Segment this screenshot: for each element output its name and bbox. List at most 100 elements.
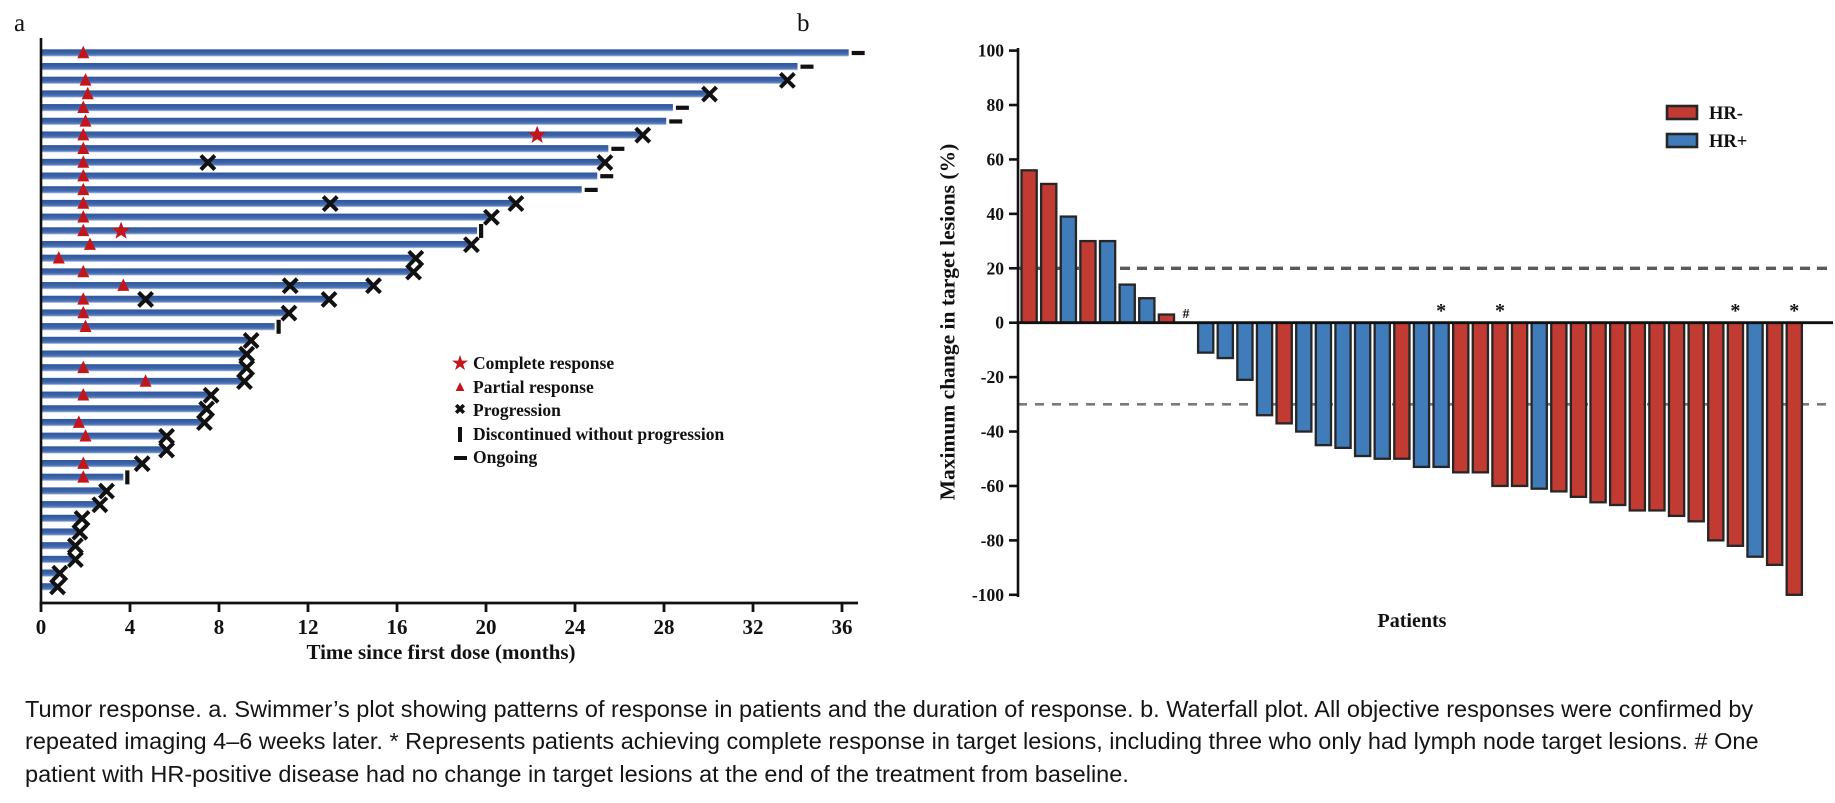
y-tick-label: 0 xyxy=(995,313,1004,333)
progression-x-marker xyxy=(91,496,109,514)
partial-response-triangle-marker xyxy=(77,45,90,59)
waterfall-bar xyxy=(1491,321,1509,488)
x-tick-label: 24 xyxy=(565,615,587,639)
waterfall-bar xyxy=(1353,321,1372,458)
swimmer-bar xyxy=(42,62,798,71)
progression-x-marker xyxy=(66,537,84,555)
progression-x-marker xyxy=(407,249,425,267)
progression-x-marker xyxy=(634,126,652,144)
progression-x-marker xyxy=(321,195,339,213)
waterfall-bar xyxy=(1471,321,1490,474)
waterfall-bar xyxy=(1628,321,1647,512)
swimmer-bar xyxy=(42,145,609,153)
waterfall-bar xyxy=(1275,321,1293,425)
partial-response-triangle-marker xyxy=(139,374,152,387)
x-stroke xyxy=(634,126,652,144)
progression-x-marker xyxy=(701,85,718,103)
partial-response-triangle-marker xyxy=(117,278,130,291)
x-tick-label: 36 xyxy=(832,615,853,639)
swimmer-bar xyxy=(42,528,79,536)
y-tick-label: 100 xyxy=(978,41,1005,61)
x-stroke xyxy=(91,496,109,514)
partial-response-triangle-marker xyxy=(79,429,92,442)
progression-x-marker xyxy=(507,195,525,213)
progression-x-marker xyxy=(51,564,69,582)
swimmer-bar xyxy=(42,432,166,441)
legend-item: ▲ Partial response xyxy=(447,376,724,400)
y-tick-label: 60 xyxy=(987,149,1005,169)
progression-x-marker xyxy=(280,304,298,322)
y-tick-label: 40 xyxy=(987,204,1005,224)
progression-x-marker xyxy=(158,427,176,445)
swimmer-bar xyxy=(42,542,75,550)
waterfall-bar xyxy=(1079,239,1097,324)
partial-response-triangle-marker xyxy=(79,73,92,86)
swimmer-bar xyxy=(42,364,246,372)
partial-response-triangle-marker xyxy=(77,305,90,319)
swimmer-bar xyxy=(42,227,478,235)
waterfall-bar xyxy=(1648,321,1666,512)
progression-x-marker xyxy=(236,373,253,390)
triangle-legend-icon-cell: ▲ xyxy=(447,379,473,395)
x-tick-label: 28 xyxy=(654,615,675,639)
progression-x-marker xyxy=(281,277,299,295)
x-stroke xyxy=(66,551,84,568)
x-stroke xyxy=(238,345,256,363)
x-stroke xyxy=(158,427,176,445)
partial-response-triangle-marker xyxy=(83,237,96,250)
progression-x-marker xyxy=(73,510,91,527)
swimmer-bar xyxy=(42,391,211,399)
partial-response-triangle-marker xyxy=(79,319,92,332)
progression-x-marker xyxy=(198,400,216,418)
waterfall-bar xyxy=(1451,321,1470,474)
progression-x-marker xyxy=(320,290,338,308)
swimmer-bar xyxy=(42,569,59,577)
waterfall-bar xyxy=(1138,297,1156,324)
x-stroke xyxy=(49,578,67,596)
progression-x-marker xyxy=(596,154,614,171)
partial-response-triangle-marker xyxy=(52,251,65,264)
x-stroke xyxy=(137,290,155,308)
partial-response-triangle-marker xyxy=(77,196,90,209)
partial-response-triangle-marker xyxy=(79,114,92,127)
swimmer-bar xyxy=(42,460,142,468)
swimmer-bar xyxy=(42,487,106,495)
x-tick-label: 8 xyxy=(214,615,225,639)
star-legend-icon-cell: ★ xyxy=(447,353,473,374)
progression-x-marker xyxy=(238,345,256,363)
hash-annotation: # xyxy=(1183,307,1190,322)
swimmer-bar xyxy=(42,501,99,509)
y-tick-label: -40 xyxy=(981,422,1005,442)
swimmer-bar xyxy=(42,90,709,98)
waterfall-bar xyxy=(1707,321,1725,542)
partial-response-triangle-marker xyxy=(77,470,90,483)
x-tick-label: 16 xyxy=(387,615,408,639)
legend-item-label: Ongoing xyxy=(473,447,538,468)
swimmer-bar xyxy=(42,405,206,413)
x-stroke xyxy=(133,455,151,473)
swimmer-bar xyxy=(42,117,667,126)
partial-response-triangle-marker xyxy=(77,360,90,374)
swimmer-bar xyxy=(42,323,275,331)
legend-item-label: Progression xyxy=(473,400,561,421)
waterfall-bar xyxy=(1236,321,1254,381)
waterfall-bar xyxy=(1039,182,1058,324)
waterfall-bar xyxy=(1569,321,1588,498)
x-tick-label: 20 xyxy=(476,615,497,639)
x-stroke xyxy=(73,510,91,527)
partial-response-triangle-marker xyxy=(77,210,90,223)
swimmer-legend: ★ Complete response ▲ Partial response ✖ Prog… xyxy=(447,352,725,470)
waterfall-bar xyxy=(1687,321,1705,523)
swimmer-bar xyxy=(42,104,673,112)
partial-response-triangle-marker xyxy=(77,223,90,237)
progression-x-marker xyxy=(137,290,155,308)
asterisk-annotation: * xyxy=(1730,300,1740,322)
waterfall-plot: # * * * * 100 80 60 40 20 0 -20 -40 -60 -80 -100 HR- HR+ xyxy=(972,41,1833,605)
partial-response-triangle-marker xyxy=(81,86,94,100)
x-stroke xyxy=(596,154,614,171)
x-stroke xyxy=(199,154,217,171)
x-stroke xyxy=(320,290,338,308)
partial-response-triangle-marker xyxy=(77,141,90,155)
swimmer-bar xyxy=(42,295,329,304)
y-tick-label: -20 xyxy=(981,367,1005,387)
